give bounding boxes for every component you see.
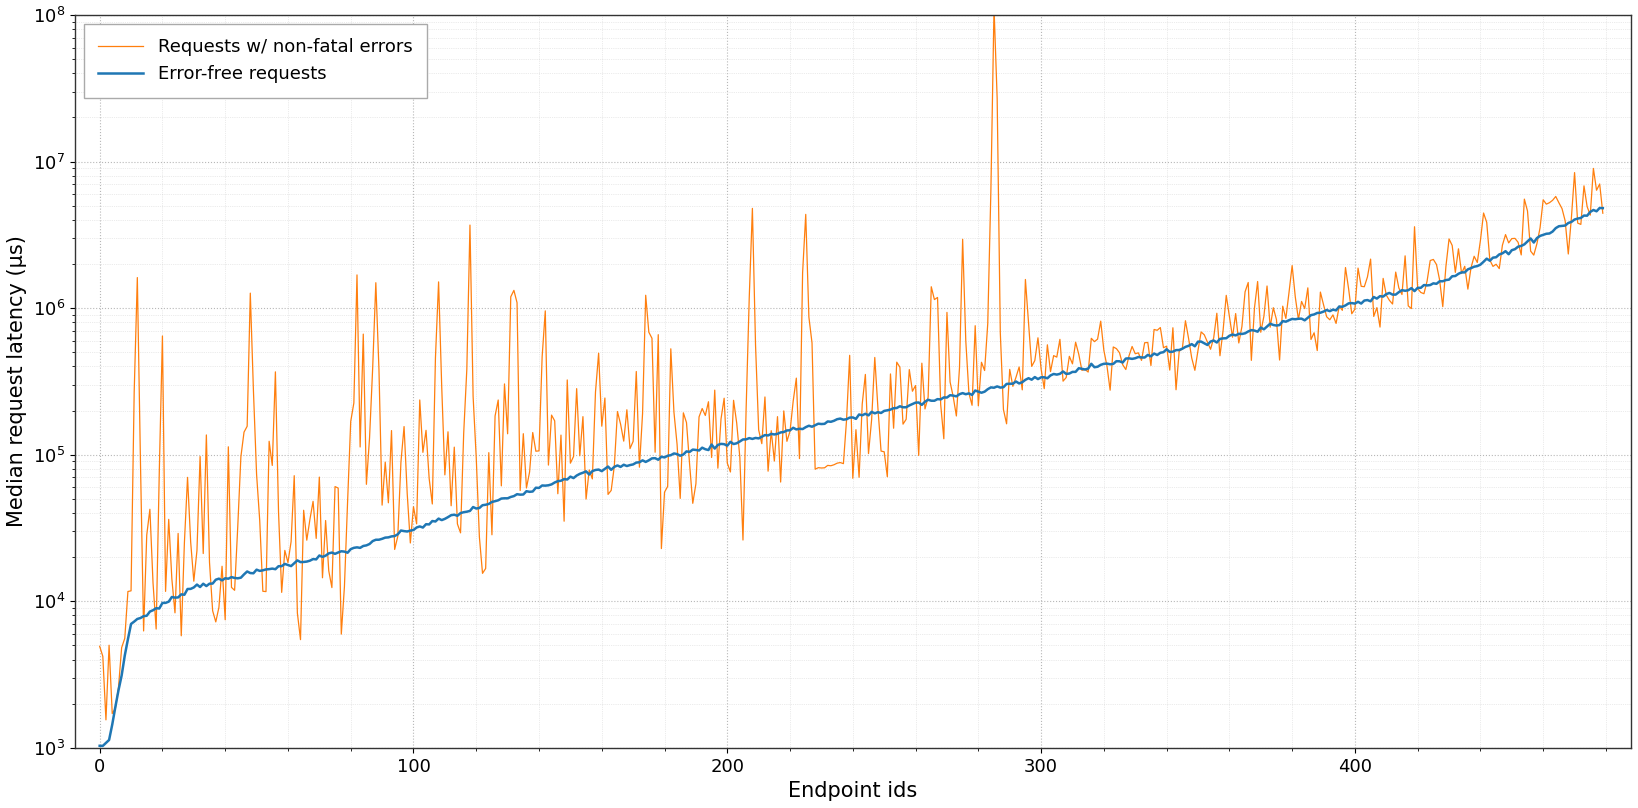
Error-free requests (1590, 203, 1610, 213)
Requests w/ non-fatal errors (90, 642, 110, 651)
Requests w/ non-fatal errors (1009, 362, 1029, 372)
Requests w/ non-fatal errors (97, 715, 116, 725)
Error-free requests (1458, 264, 1477, 274)
Error-free requests (1594, 204, 1613, 213)
Error-free requests (934, 393, 953, 402)
Error-free requests (1006, 377, 1025, 386)
Error-free requests (727, 439, 747, 448)
Requests w/ non-fatal errors (1201, 344, 1220, 354)
Requests w/ non-fatal errors (984, 2, 1004, 12)
Line: Error-free requests: Error-free requests (100, 208, 1604, 746)
Requests w/ non-fatal errors (1594, 208, 1613, 218)
Error-free requests (1197, 340, 1217, 350)
Legend: Requests w/ non-fatal errors, Error-free requests: Requests w/ non-fatal errors, Error-free… (84, 24, 428, 98)
Error-free requests (93, 741, 113, 751)
Requests w/ non-fatal errors (727, 419, 747, 428)
Error-free requests (560, 472, 580, 482)
Y-axis label: Median request latency (μs): Median request latency (μs) (7, 235, 26, 528)
Error-free requests (90, 741, 110, 751)
Requests w/ non-fatal errors (560, 458, 580, 468)
Requests w/ non-fatal errors (934, 434, 953, 444)
Requests w/ non-fatal errors (1461, 263, 1481, 272)
Line: Requests w/ non-fatal errors: Requests w/ non-fatal errors (100, 7, 1604, 720)
X-axis label: Endpoint ids: Endpoint ids (788, 781, 917, 801)
